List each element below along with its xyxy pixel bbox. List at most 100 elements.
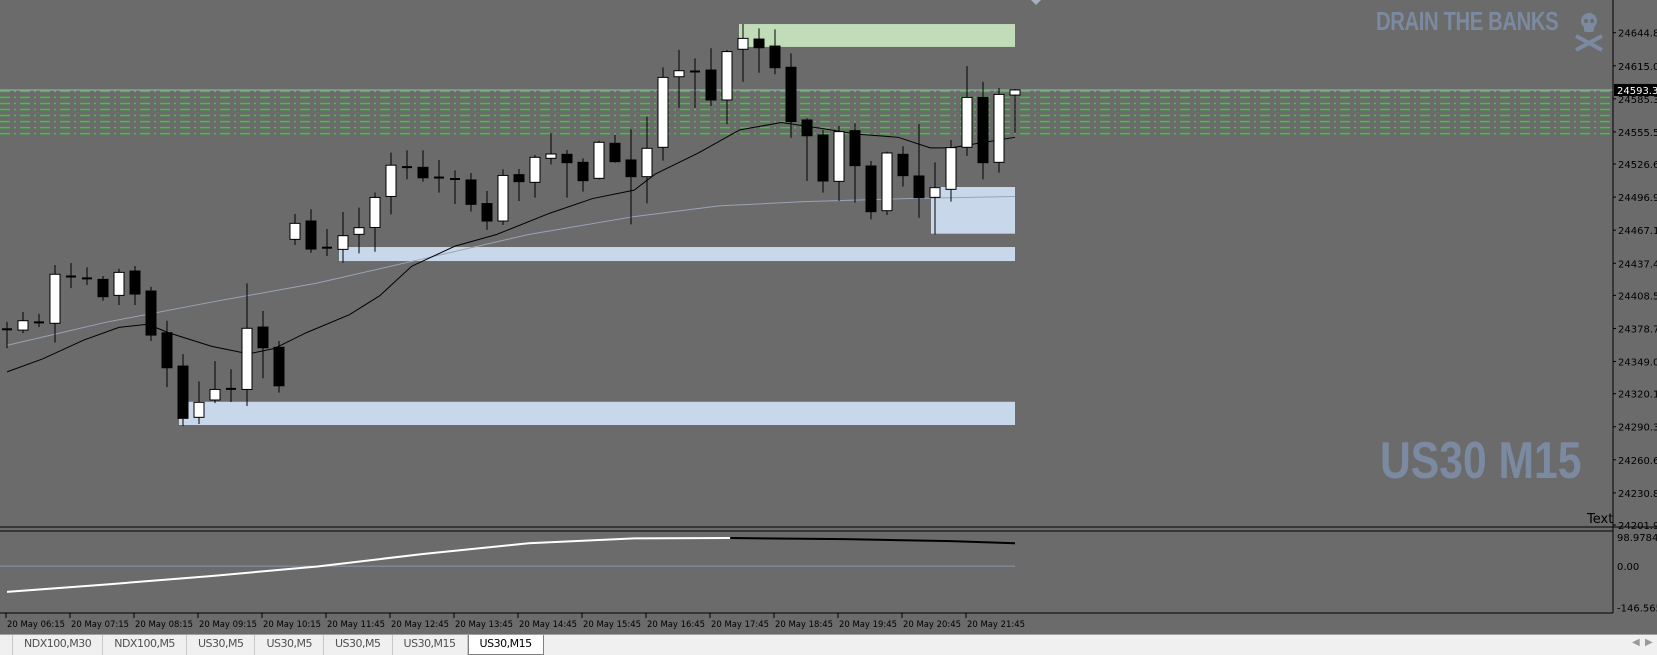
candle-body[interactable] [177,365,189,419]
tab-us30-m5[interactable]: US30,M5 [324,635,393,655]
candle-body[interactable] [561,153,573,164]
candle-body[interactable] [705,69,717,101]
candle-body[interactable] [129,270,141,295]
price-label: 24260.60 [1618,456,1657,467]
demand-zone[interactable] [339,247,1015,262]
price-label: 24615.05 [1618,62,1657,73]
candle-body[interactable] [865,165,877,213]
tab-us30-m15-active[interactable]: US30,M15 [467,635,544,655]
price-label: 24349.00 [1618,358,1657,369]
candle-body[interactable] [385,164,397,197]
candle-body[interactable] [529,156,541,183]
oscillator-label: 98.9784 [1617,533,1657,544]
candle-body[interactable] [577,161,589,182]
text-object[interactable]: Text [1587,512,1614,527]
price-label: 24585.30 [1618,95,1657,106]
price-label: 24555.55 [1618,128,1657,139]
time-label: 20 May 06:15 [7,620,65,630]
candle-body[interactable] [145,290,157,336]
candle-body[interactable] [193,401,205,418]
slow-moving-average[interactable] [6,195,1016,346]
candle-body[interactable] [369,196,381,228]
candle-body[interactable] [641,147,653,178]
tab-ndx100-m5[interactable]: NDX100,M5 [103,635,187,655]
candle-body[interactable] [945,147,957,190]
time-label: 20 May 17:45 [711,620,769,630]
time-label: 20 May 15:45 [583,620,641,630]
time-label: 20 May 16:45 [647,620,705,630]
price-chart[interactable]: 24644.80 24615.05 24585.30 24555.55 24526.65… [0,0,1657,634]
candle-body[interactable] [497,174,509,222]
tab-us30-m15[interactable]: US30,M15 [393,635,468,655]
candle-body[interactable] [241,327,253,390]
candle-body[interactable] [545,153,557,159]
current-price-label: 24593.30 [1617,86,1657,97]
candle-body[interactable] [161,332,173,369]
price-label: 24644.80 [1618,29,1657,40]
supply-zone[interactable] [739,24,1015,47]
oscillator-line-rising[interactable] [6,537,731,593]
time-label: 20 May 12:45 [391,620,449,630]
watermark-title: DRAIN THE BANKS [1376,6,1559,36]
candle-body[interactable] [817,134,829,182]
oscillator-label: -146.5659 [1617,604,1657,615]
candle-body[interactable] [929,187,941,198]
price-label: 24437.40 [1618,259,1657,270]
candle-body[interactable] [913,175,925,199]
candle-body[interactable] [769,45,781,69]
price-label: 24290.35 [1618,423,1657,434]
price-label: 24408.50 [1618,291,1657,302]
candle-body[interactable] [209,388,221,401]
candle-body[interactable] [513,174,525,183]
candle-body[interactable] [977,96,989,164]
candle-body[interactable] [849,130,861,167]
candle-body[interactable] [465,179,477,205]
candle-body[interactable] [737,37,749,50]
candle-body[interactable] [897,153,909,177]
time-label: 20 May 07:15 [71,620,129,630]
scroll-left-icon[interactable]: ◀ [1632,637,1640,648]
tab-ndx100-m30[interactable]: NDX100,M30 [12,635,104,655]
tab-us30-m5[interactable]: US30,M5 [187,635,256,655]
candle-body[interactable] [801,119,813,137]
time-label: 20 May 10:15 [263,620,321,630]
candle-body[interactable] [673,70,685,78]
candle-body[interactable] [993,93,1005,163]
candle-body[interactable] [657,76,669,148]
demand-zone[interactable] [931,186,1015,234]
candle-body[interactable] [417,166,429,179]
candle-body[interactable] [49,273,61,324]
candle-body[interactable] [305,220,317,250]
candle-body[interactable] [481,203,493,222]
skull-crossbones-icon [1575,13,1603,52]
price-label: 24230.85 [1618,489,1657,500]
candle-body[interactable] [833,131,845,182]
candle-body[interactable] [593,141,605,179]
candle-body[interactable] [753,38,765,49]
candle-body[interactable] [17,320,29,331]
time-label: 20 May 09:15 [199,620,257,630]
candle-body[interactable] [881,152,893,212]
candle-body[interactable] [1009,89,1021,96]
time-label: 20 May 20:45 [903,620,961,630]
candle-body[interactable] [337,235,349,250]
scroll-right-icon[interactable]: ▶ [1645,637,1653,648]
candle-body[interactable] [353,227,365,235]
demand-zone[interactable] [179,401,1015,426]
candle-body[interactable] [289,222,301,240]
tab-us30-m5[interactable]: US30,M5 [255,635,324,655]
candle-body[interactable] [609,142,621,163]
candle-body[interactable] [257,326,269,349]
candle-body[interactable] [961,96,973,148]
price-label: 24378.75 [1618,324,1657,335]
price-label: 24320.10 [1618,390,1657,401]
fast-moving-average[interactable] [6,122,1016,373]
candle-body[interactable] [97,278,109,298]
candle-body[interactable] [721,51,733,101]
candle-body[interactable] [785,66,797,123]
candle-body[interactable] [625,159,637,178]
oscillator-line-falling[interactable] [730,537,1016,545]
oscillator-label: 0.00 [1617,562,1639,573]
candle-body[interactable] [113,271,125,296]
candle-body[interactable] [273,346,285,387]
